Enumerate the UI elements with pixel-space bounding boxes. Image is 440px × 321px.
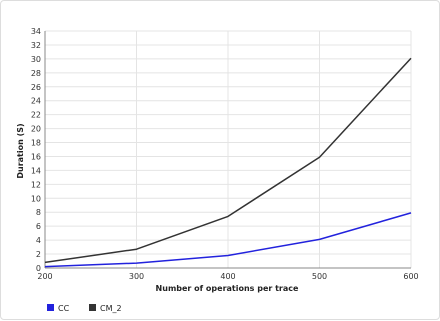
- series-line-cc: [44, 212, 412, 268]
- legend-label-cm-2: CM_2: [100, 304, 122, 313]
- y-tick-label: 30: [31, 55, 41, 64]
- axes: [44, 31, 411, 269]
- y-tick-label: 34: [31, 27, 41, 36]
- y-tick-label: 4: [36, 236, 41, 245]
- x-tick-label: 300: [129, 272, 144, 281]
- y-tick-label: 24: [31, 97, 41, 106]
- x-axis-label: Number of operations per trace: [156, 284, 299, 293]
- y-tick-label: 8: [36, 208, 41, 217]
- x-tick-label: 500: [312, 272, 327, 281]
- y-tick-label: 20: [31, 125, 41, 134]
- y-tick-label: 32: [31, 41, 41, 50]
- y-tick-label: 2: [36, 250, 41, 259]
- legend-label-cc: CC: [58, 304, 70, 313]
- y-tick-label: 12: [31, 180, 41, 189]
- y-tick-label: 26: [31, 83, 41, 92]
- y-tick-label: 18: [31, 139, 41, 148]
- series-lines: [44, 57, 412, 268]
- x-tick-label: 200: [37, 272, 52, 281]
- x-tick-label: 600: [403, 272, 418, 281]
- grid-lines: [45, 30, 412, 268]
- legend-swatch-cm-2: [89, 304, 96, 311]
- series-line-cm-2: [44, 57, 412, 264]
- y-tick-label: 14: [31, 166, 41, 175]
- x-tick-labels: 200 300 400 500 600: [37, 272, 418, 281]
- y-axis-label: Duration (S): [16, 123, 25, 178]
- y-tick-label: 10: [31, 194, 41, 203]
- y-tick-label: 6: [36, 222, 41, 231]
- y-tick-label: 22: [31, 111, 41, 120]
- x-tick-label: 400: [220, 272, 235, 281]
- y-tick-label: 28: [31, 69, 41, 78]
- legend-swatch-cc: [47, 304, 54, 311]
- y-tick-label: 0: [36, 264, 41, 273]
- y-tick-label: 16: [31, 152, 41, 161]
- legend: CC CM_2: [47, 304, 122, 313]
